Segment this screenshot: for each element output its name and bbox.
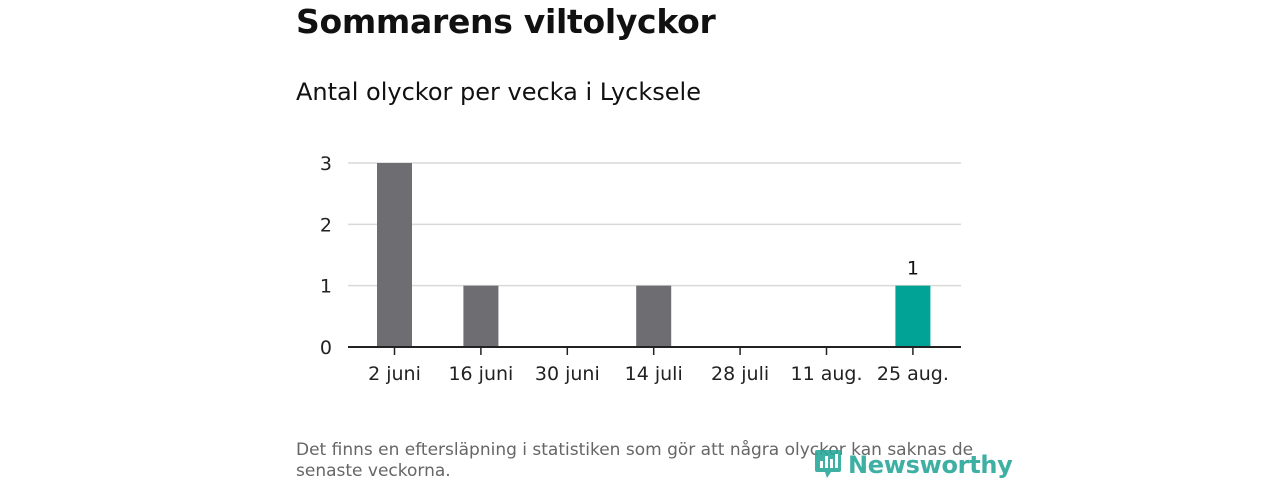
x-axis-ticks: 2 juni 16 juni 30 juni 14 juli 28 juli 11 aug… xyxy=(368,347,949,385)
brand-name: Newsworthy xyxy=(848,451,1013,479)
newsworthy-logo-icon xyxy=(814,446,842,484)
y-tick-label: 3 xyxy=(320,153,332,175)
chart-subtitle: Antal olyckor per vecka i Lycksele xyxy=(296,78,701,106)
x-tick-label: 11 aug. xyxy=(790,363,862,385)
bar xyxy=(895,285,931,347)
footnote: Det finns en eftersläpning i statistiken… xyxy=(296,440,974,481)
bars xyxy=(377,163,931,347)
brand-logo: Newsworthy xyxy=(814,446,1013,484)
y-tick-label: 2 xyxy=(320,214,332,236)
x-tick-label: 30 juni xyxy=(535,363,600,385)
bar-chart: 0 1 2 3 2 juni 16 juni 30 juni 14 juli 28 juli 1… xyxy=(320,153,961,385)
grid-lines xyxy=(348,162,961,287)
y-tick-label: 0 xyxy=(320,337,332,359)
bar xyxy=(377,163,412,347)
bar xyxy=(636,285,672,347)
bar xyxy=(463,285,499,347)
x-tick-label: 14 juli xyxy=(625,363,683,385)
highlight-bar-value-label: 1 xyxy=(907,258,919,280)
chart-title: Sommarens viltolyckor xyxy=(296,2,716,41)
x-tick-label: 16 juni xyxy=(448,363,513,385)
y-tick-label: 1 xyxy=(320,276,332,298)
y-axis-ticks: 0 1 2 3 xyxy=(320,153,332,359)
x-tick-label: 28 juli xyxy=(711,363,769,385)
x-tick-label: 2 juni xyxy=(368,363,421,385)
x-tick-label: 25 aug. xyxy=(877,363,949,385)
